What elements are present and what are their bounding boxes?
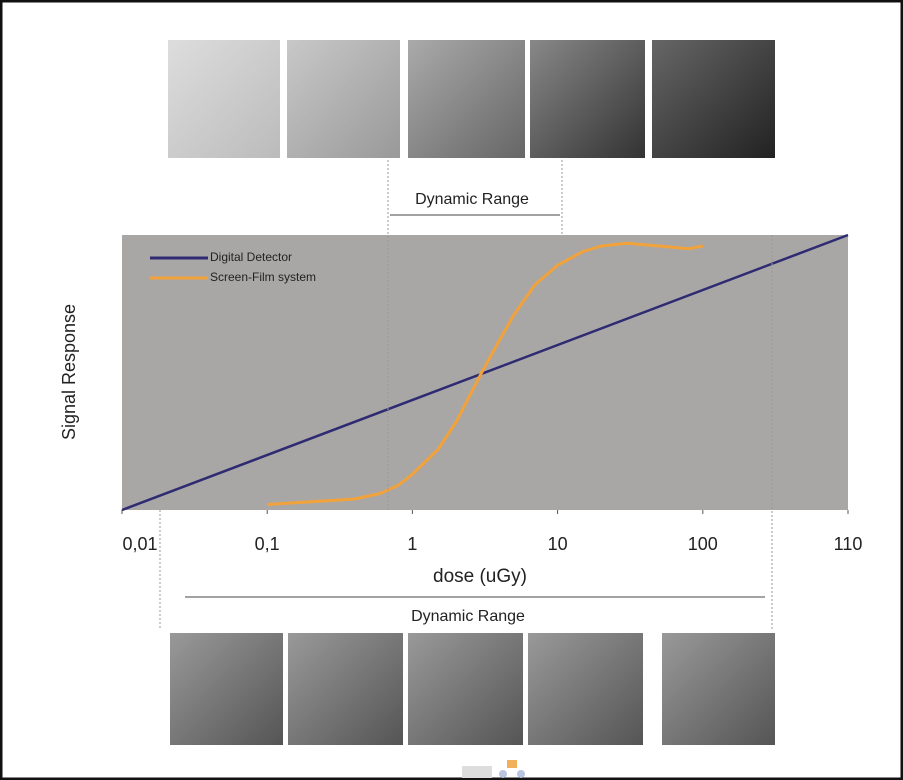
x-tick-label: 10 bbox=[548, 534, 568, 554]
xray-image bbox=[652, 40, 775, 158]
icon bbox=[517, 770, 525, 778]
annotation: Dynamic Range bbox=[415, 191, 529, 208]
x-tick-label: 1 bbox=[407, 534, 417, 554]
x-axis-label: dose (uGy) bbox=[433, 566, 527, 587]
bottom-images bbox=[170, 633, 775, 745]
xray-image bbox=[287, 40, 400, 158]
legend-label: Digital Detector bbox=[210, 250, 292, 264]
xray-image bbox=[408, 40, 525, 158]
icon bbox=[499, 770, 507, 778]
x-tick-label: 0,01 bbox=[122, 534, 157, 554]
xray-image bbox=[530, 40, 645, 158]
icon bbox=[462, 766, 492, 778]
xray-image bbox=[408, 633, 523, 745]
xray-image bbox=[528, 633, 643, 745]
y-axis-label: Signal Response bbox=[59, 304, 79, 440]
xray-image bbox=[170, 633, 283, 745]
annotation: Dynamic Range bbox=[411, 608, 525, 625]
x-tick-label: 100 bbox=[688, 534, 718, 554]
xray-image bbox=[662, 633, 775, 745]
x-tick-label: 110 bbox=[834, 534, 863, 554]
legend-label: Screen-Film system bbox=[210, 270, 316, 284]
icon bbox=[507, 760, 517, 768]
x-tick-label: 0,1 bbox=[255, 534, 280, 554]
chart: 0,010,1110100110Digital DetectorScreen-F… bbox=[0, 0, 903, 780]
top-images bbox=[168, 40, 775, 158]
xray-image bbox=[168, 40, 280, 158]
xray-image bbox=[288, 633, 403, 745]
